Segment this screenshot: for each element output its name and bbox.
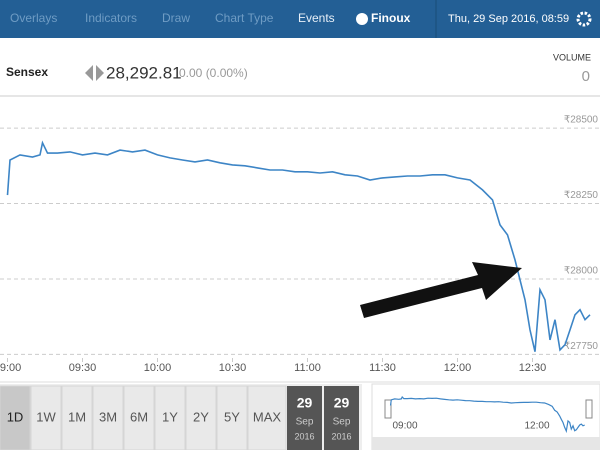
date-box[interactable]	[287, 386, 322, 450]
x-tick-label: 09:30	[69, 362, 97, 374]
range-button[interactable]	[185, 385, 217, 451]
range-label[interactable]: 3M	[99, 409, 117, 424]
range-label[interactable]: 6M	[130, 409, 148, 424]
x-tick-label: 09:00	[0, 362, 21, 374]
range-label[interactable]: 1M	[68, 409, 86, 424]
date-month: Sep	[296, 417, 314, 428]
menu-item[interactable]: Chart Type	[215, 11, 274, 25]
date-day: 29	[297, 395, 313, 411]
range-button[interactable]	[92, 385, 124, 451]
range-label[interactable]: 2Y	[193, 409, 209, 424]
range-button[interactable]	[154, 385, 186, 451]
range-label[interactable]: 1D	[7, 409, 24, 424]
menu-item[interactable]: Indicators	[85, 11, 137, 25]
price: 28,292.81	[106, 63, 182, 82]
nav-handle[interactable]	[384, 399, 392, 419]
volume-label: VOLUME	[553, 52, 591, 62]
brand-icon	[356, 13, 368, 25]
price-line	[6, 140, 591, 352]
nav-handle[interactable]	[585, 399, 593, 419]
settings-icon[interactable]	[576, 11, 592, 27]
toolbar	[0, 0, 600, 38]
range-button[interactable]	[61, 385, 93, 451]
range-label[interactable]: MAX	[253, 409, 282, 424]
navigator-label: 09:00	[393, 421, 418, 432]
menu-item[interactable]: Draw	[162, 11, 190, 25]
x-tick-label: 12:30	[519, 362, 547, 374]
menu-item[interactable]: Overlays	[10, 11, 57, 25]
date-month: Sep	[333, 417, 351, 428]
datetime: Thu, 29 Sep 2016, 08:59	[448, 13, 569, 25]
change: 0.00 (0.00%)	[179, 66, 248, 80]
menu-item[interactable]: Events	[298, 11, 335, 25]
range-label[interactable]: 1W	[36, 409, 56, 424]
x-tick-label: 11:00	[294, 362, 321, 374]
scrollbar	[372, 437, 600, 450]
y-tick-label: ₹27750	[564, 341, 599, 352]
x-tick-label: 12:00	[444, 362, 472, 374]
volume: 0	[582, 68, 590, 85]
annotation-arrow	[360, 262, 522, 318]
symbol: Sensex	[6, 65, 48, 79]
navigator-label: 12:00	[525, 421, 550, 432]
x-tick-label: 11:30	[369, 362, 396, 374]
date-box[interactable]	[324, 386, 359, 450]
range-label[interactable]: 1Y	[162, 409, 178, 424]
quote-header	[0, 38, 600, 96]
date-year: 2016	[331, 431, 351, 441]
x-tick-label: 10:30	[219, 362, 247, 374]
range-button[interactable]	[216, 385, 248, 451]
change-icon	[85, 65, 104, 81]
y-tick-label: ₹28500	[564, 115, 599, 126]
range-button[interactable]	[0, 385, 31, 451]
brand: Finoux	[371, 11, 411, 25]
range-button[interactable]	[247, 385, 287, 451]
range-label[interactable]: 5Y	[224, 409, 240, 424]
navigator-line	[389, 395, 585, 434]
date-year: 2016	[294, 431, 314, 441]
x-tick-label: 10:00	[144, 362, 172, 374]
y-tick-label: ₹28000	[564, 266, 599, 277]
y-tick-label: ₹28250	[564, 190, 599, 201]
range-button[interactable]	[30, 385, 62, 451]
range-button[interactable]	[123, 385, 155, 451]
date-day: 29	[334, 395, 350, 411]
